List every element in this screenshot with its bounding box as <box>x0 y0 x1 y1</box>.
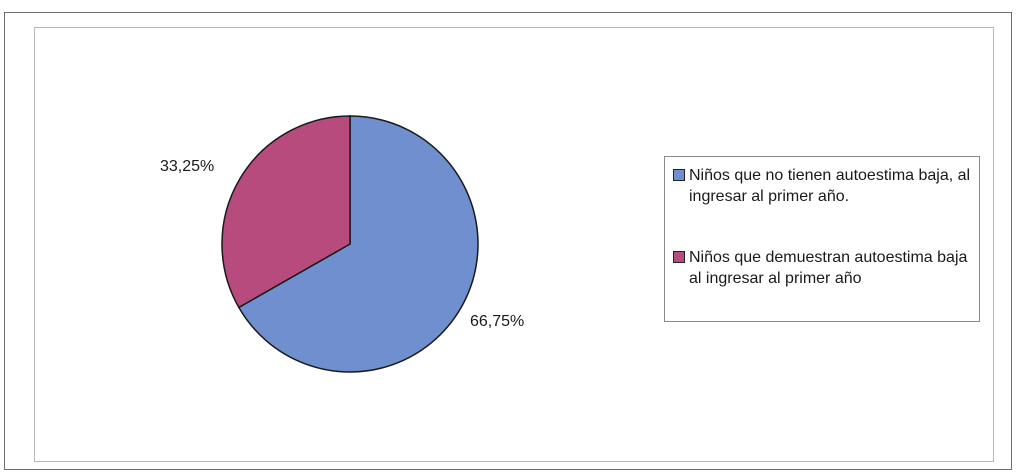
legend-swatch-autoestima-baja <box>673 251 685 263</box>
legend-swatch-no-autoestima-baja <box>673 169 685 181</box>
legend-label: Niños que no tienen autoestima baja, al … <box>689 167 971 205</box>
legend-item-no-autoestima-baja: Niños que no tienen autoestima baja, al … <box>673 165 979 207</box>
legend: Niños que no tienen autoestima baja, al … <box>664 156 980 322</box>
pie-slice-no-autoestima-baja <box>237 115 479 373</box>
data-label-autoestima-baja: 33,25% <box>160 158 215 175</box>
pie-slice-autoestima-baja <box>221 115 351 309</box>
legend-item-autoestima-baja: Niños que demuestran autoestima baja al … <box>673 247 979 289</box>
legend-label: Niños que demuestran autoestima baja al … <box>689 249 968 287</box>
data-label-no-autoestima-baja: 66,75% <box>470 313 525 330</box>
